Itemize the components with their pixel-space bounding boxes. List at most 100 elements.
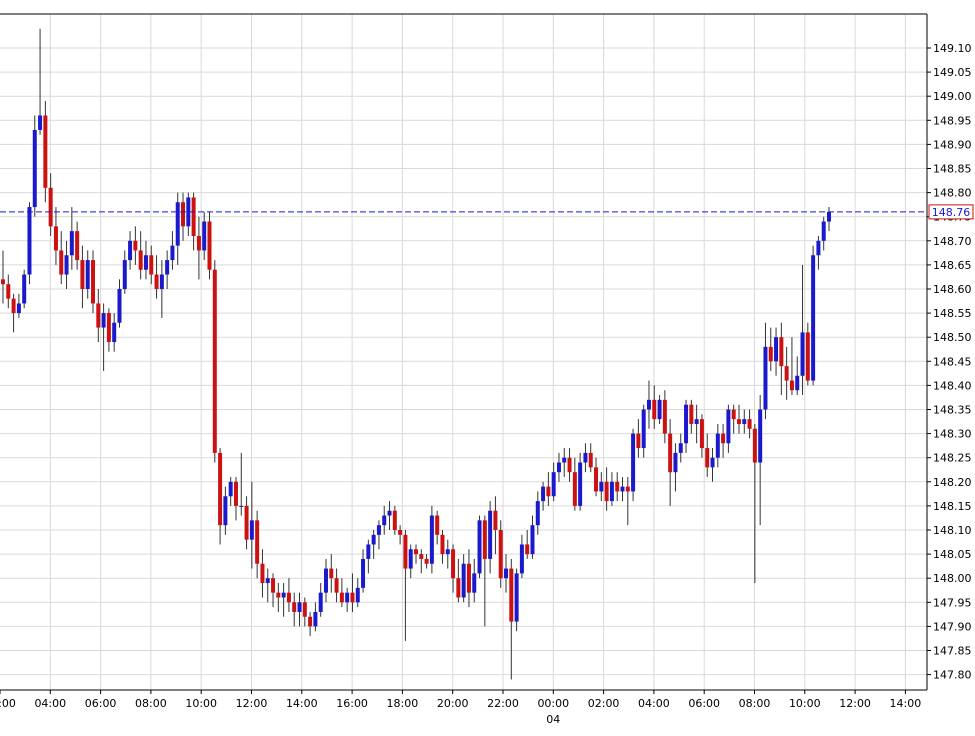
candle — [223, 486, 228, 535]
candle-body-up — [376, 525, 381, 535]
candle-body-up — [556, 462, 561, 473]
candle — [678, 433, 683, 463]
candle-body-up — [684, 404, 689, 444]
candle-body-down — [154, 274, 159, 289]
candle-body-down — [805, 332, 810, 381]
candle — [583, 443, 588, 473]
candle-body-up — [371, 534, 376, 545]
candle-body-down — [11, 298, 16, 314]
candle-body-down — [509, 568, 514, 622]
candle-body-down — [80, 260, 85, 289]
candle — [657, 395, 662, 424]
candle — [604, 467, 609, 511]
candle — [731, 404, 736, 434]
candle — [276, 583, 281, 612]
candle — [212, 260, 217, 463]
candle — [609, 472, 614, 506]
candle-body-up — [175, 202, 180, 246]
y-tick-label: 147.80 — [933, 669, 972, 682]
candle-body-up — [530, 525, 535, 555]
candle-body-down — [789, 380, 794, 391]
candle — [366, 539, 371, 574]
candle — [329, 554, 334, 593]
candle — [106, 308, 111, 352]
candle — [779, 322, 784, 396]
candle — [641, 404, 646, 458]
candle — [101, 303, 106, 371]
candle — [668, 419, 673, 506]
candle-body-up — [726, 409, 731, 444]
candle — [811, 245, 816, 386]
candle-body-down — [493, 510, 498, 530]
candle — [392, 505, 397, 535]
candle-body-down — [419, 554, 424, 559]
candle-body-up — [228, 481, 233, 497]
candle-body-down — [149, 255, 154, 275]
candle — [202, 211, 207, 261]
candle-body-up — [715, 433, 720, 458]
candle — [80, 245, 85, 309]
candle — [419, 549, 424, 574]
candle — [435, 510, 440, 545]
candle — [699, 414, 704, 458]
x-tick-label: 10:00 — [185, 697, 217, 710]
candle-body-down — [721, 433, 726, 444]
candle-body-down — [329, 568, 334, 579]
candle — [154, 255, 159, 299]
candle — [281, 583, 286, 617]
candle — [461, 554, 466, 603]
candle — [424, 554, 429, 569]
candle — [519, 534, 524, 579]
candle — [128, 231, 133, 270]
candle — [758, 395, 763, 526]
candle-body-up — [535, 501, 540, 526]
candle-body-down — [440, 534, 445, 555]
candle-body-up — [265, 578, 270, 584]
candle — [535, 491, 540, 535]
candle — [260, 549, 265, 598]
x-tick-label: 00:00 — [537, 697, 569, 710]
candle-body-down — [286, 592, 291, 603]
candle-body-down — [350, 592, 355, 603]
candle — [615, 472, 620, 502]
candle — [827, 207, 831, 232]
y-tick-label: 148.35 — [933, 404, 972, 417]
y-tick-label: 147.95 — [933, 596, 972, 609]
y-tick-label: 148.45 — [933, 355, 972, 368]
candle-body-up — [800, 332, 805, 376]
candle-body-up — [599, 481, 604, 492]
y-tick-label: 148.70 — [933, 235, 972, 248]
candle-body-up — [551, 472, 556, 497]
candle-body-down — [271, 578, 276, 593]
candle — [477, 515, 482, 579]
x-tick-label: 04:00 — [638, 697, 670, 710]
candle-body-up — [461, 563, 466, 598]
candle — [271, 573, 276, 608]
candle-body-down — [636, 433, 641, 449]
candle — [631, 428, 636, 502]
candle-body-up — [827, 211, 831, 222]
candle — [181, 192, 186, 241]
candle-body-down — [699, 419, 704, 449]
candle-body-down — [196, 235, 201, 251]
candle — [387, 501, 392, 530]
y-tick-label: 148.10 — [933, 524, 972, 537]
candle — [493, 496, 498, 555]
candle-body-down — [594, 467, 599, 492]
candle-body-up — [429, 515, 434, 564]
candle-body-up — [631, 433, 636, 492]
candle-body-up — [673, 452, 678, 473]
candle — [530, 515, 535, 559]
candle-body-down — [96, 303, 101, 328]
candle — [498, 520, 503, 588]
candle-body-up — [32, 129, 37, 208]
x-tick-label: 06:00 — [85, 697, 117, 710]
candle — [482, 515, 487, 627]
candle-body-down — [668, 433, 673, 473]
candle — [207, 211, 212, 280]
candle — [376, 520, 381, 550]
candle-body-down — [398, 530, 403, 535]
